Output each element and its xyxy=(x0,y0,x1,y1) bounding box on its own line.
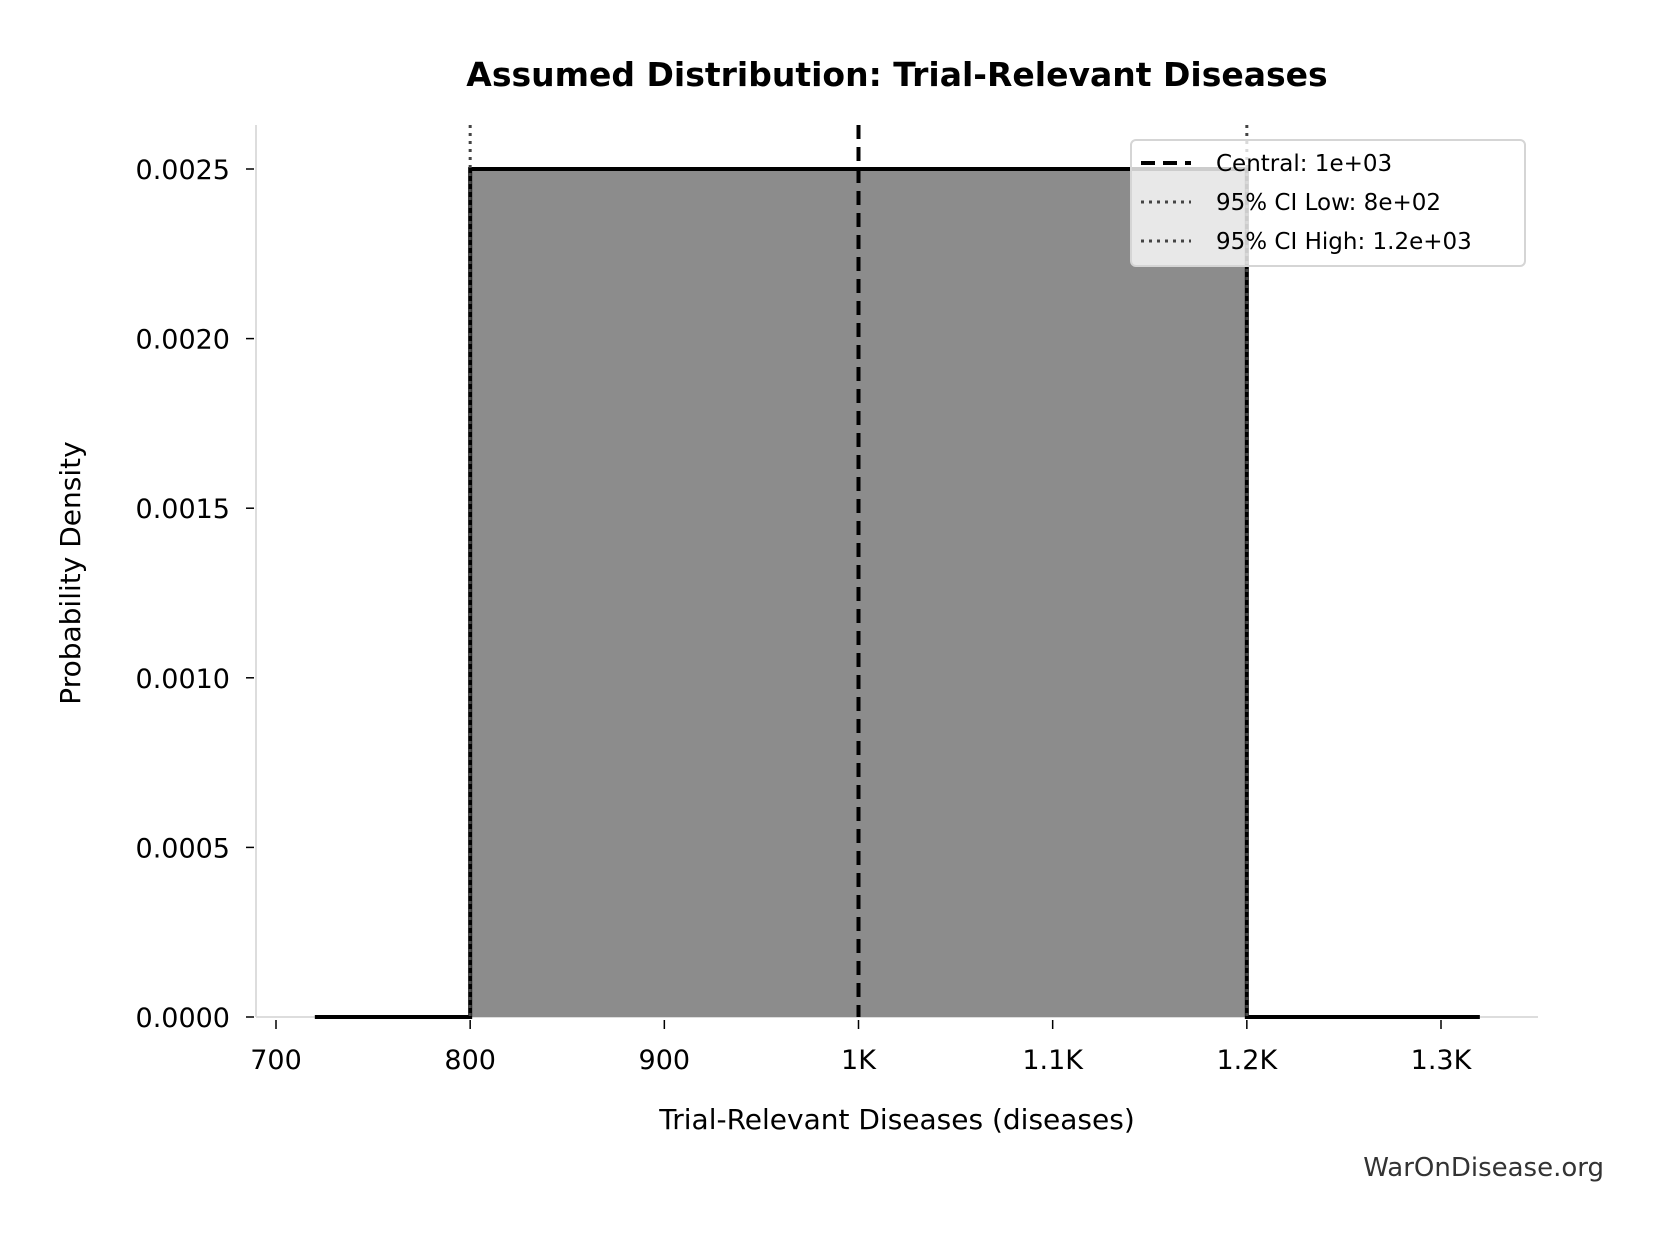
x-axis-label: Trial-Relevant Diseases (diseases) xyxy=(658,1103,1135,1136)
y-tick-label: 0.0025 xyxy=(136,155,230,186)
y-axis: 0.0000 0.0005 0.0010 0.0015 0.0020 0.0025 xyxy=(136,155,254,1034)
y-tick-label: 0.0015 xyxy=(136,494,230,525)
legend-label: Central: 1e+03 xyxy=(1216,151,1392,177)
plot-area xyxy=(255,125,1538,1019)
x-tick-label: 1.1K xyxy=(1022,1045,1084,1076)
legend: Central: 1e+03 95% CI Low: 8e+02 95% CI Hi… xyxy=(1130,139,1526,267)
legend-label: 95% CI Low: 8e+02 xyxy=(1216,190,1441,216)
legend-label: 95% CI High: 1.2e+03 xyxy=(1216,229,1472,255)
x-tick-label: 1.3K xyxy=(1411,1045,1473,1076)
x-tick-label: 1K xyxy=(841,1045,877,1076)
x-tick-label: 900 xyxy=(639,1045,691,1076)
y-tick-label: 0.0020 xyxy=(136,325,230,356)
legend-box xyxy=(1130,139,1526,267)
density-fill xyxy=(314,169,1480,1017)
y-tick-label: 0.0000 xyxy=(136,1003,230,1034)
x-tick-label: 700 xyxy=(250,1045,302,1076)
y-tick-label: 0.0005 xyxy=(136,833,230,864)
x-tick-label: 1.2K xyxy=(1217,1045,1279,1076)
chart-title: Assumed Distribution: Trial-Relevant Dis… xyxy=(466,55,1327,94)
y-tick-label: 0.0010 xyxy=(136,664,230,695)
watermark: WarOnDisease.org xyxy=(1363,1153,1604,1183)
x-tick-label: 800 xyxy=(444,1045,496,1076)
x-axis: 700 800 900 1K 1.1K 1.2K 1.3K xyxy=(250,1020,1473,1076)
y-axis-label: Probability Density xyxy=(54,441,87,704)
